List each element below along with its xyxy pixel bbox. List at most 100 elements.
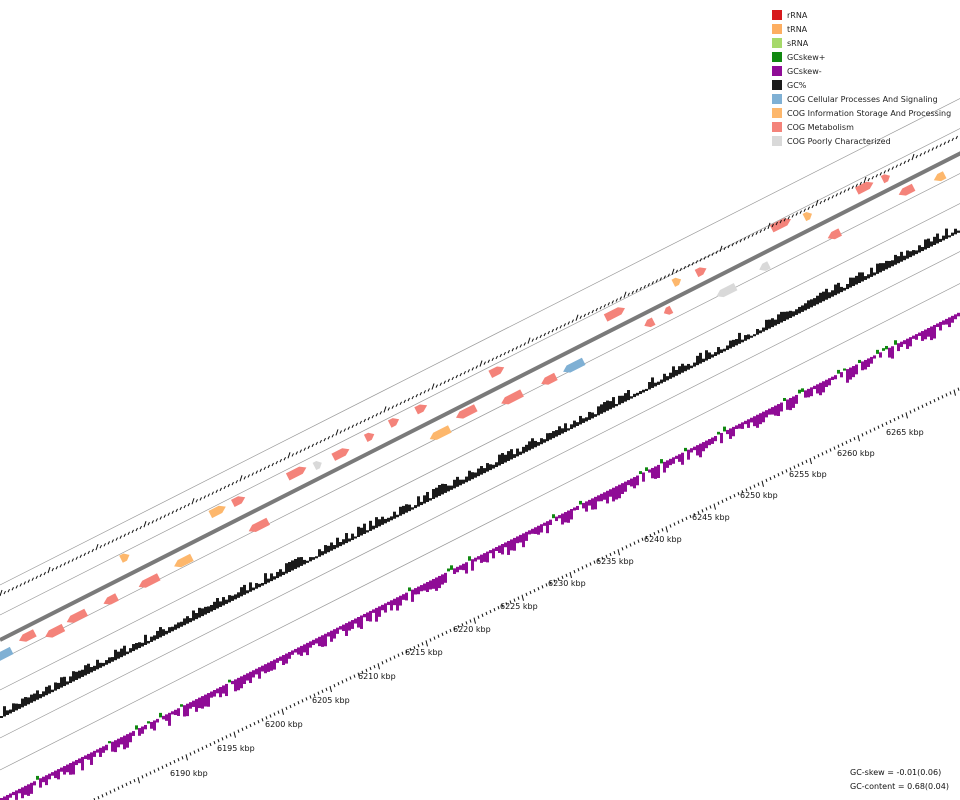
gc-skew-negative-bar (69, 763, 72, 775)
minor-tick (123, 533, 126, 537)
legend-item: sRNA (772, 36, 951, 50)
legend-item: COG Metabolism (772, 120, 951, 134)
gc-bar (39, 694, 42, 699)
minor-tick (701, 509, 704, 513)
gc-bar (696, 355, 699, 366)
minor-tick (467, 369, 470, 373)
gc-bar (714, 352, 717, 357)
minor-tick (515, 346, 518, 350)
minor-tick (27, 579, 30, 583)
gc-bar (381, 516, 384, 525)
gc-skew-negative-bar (834, 375, 837, 380)
gc-bar (456, 476, 459, 487)
minor-tick (229, 733, 232, 737)
minor-tick (295, 451, 298, 455)
minor-tick (523, 342, 526, 346)
minor-tick (7, 588, 10, 593)
track-ring (0, 203, 960, 691)
gc-bar (450, 485, 453, 490)
gc-bar (843, 287, 846, 291)
gc-bar (360, 527, 363, 536)
gc-skew-negative-bar (729, 428, 732, 439)
gc-bar (72, 671, 75, 682)
gc-skew-negative-bar (507, 540, 510, 555)
gc-skew-negative-bar (360, 615, 363, 629)
minor-tick (781, 471, 784, 475)
gc-skew-negative-bar (699, 443, 702, 458)
gc-bar (102, 662, 105, 667)
gc-skew-negative-bar (396, 597, 399, 611)
gc-skew-negative-bar (306, 642, 309, 656)
minor-tick (555, 327, 558, 331)
gc-bar (738, 332, 741, 344)
gene-features (0, 171, 947, 661)
minor-tick (245, 725, 248, 730)
minor-tick (803, 208, 806, 212)
major-tick (233, 731, 236, 738)
gc-bar (108, 657, 111, 664)
minor-tick (583, 313, 586, 318)
gc-skew-positive-bar (798, 389, 801, 394)
minor-tick (733, 493, 736, 498)
minor-tick (291, 453, 294, 457)
gc-bar (459, 479, 462, 486)
gc-bar (807, 300, 810, 309)
minor-tick (537, 587, 540, 591)
gc-skew-negative-bar (480, 554, 483, 563)
gc-bar (447, 485, 450, 492)
gc-bar (417, 496, 420, 507)
minor-tick (285, 706, 288, 711)
gc-bar (180, 621, 183, 627)
gc-skew-negative-bar (219, 686, 222, 698)
minor-tick (363, 418, 366, 423)
minor-tick (535, 336, 538, 341)
legend-item: GC% (772, 78, 951, 92)
gc-bar (471, 472, 474, 480)
minor-tick (553, 579, 556, 583)
minor-tick (631, 290, 634, 295)
gc-bar (639, 391, 642, 395)
gc-skew-negative-bar (489, 550, 492, 554)
gc-skew-negative-bar (84, 755, 87, 760)
gc-skew-negative-bar (210, 691, 213, 698)
gc-skew-negative-bar (648, 469, 651, 473)
gc-skew-negative-bar (825, 379, 828, 387)
gc-skew-track (0, 312, 960, 800)
minor-tick (865, 431, 868, 435)
gc-bar (753, 334, 756, 337)
gc-skew-positive-bar (135, 725, 138, 730)
gc-skew-negative-bar (594, 496, 597, 510)
minor-tick (877, 425, 880, 429)
gc-skew-negative-bar (693, 446, 696, 451)
kbp-label: 6195 kbp (217, 744, 255, 753)
stats-box: GC-skew = -0.01(0.06) GC-content = 0.68(… (850, 766, 949, 794)
gc-bar (150, 636, 153, 642)
minor-tick (199, 497, 202, 501)
gc-skew-negative-bar (513, 537, 516, 551)
gc-bar (918, 245, 921, 253)
minor-tick (659, 277, 662, 281)
minor-tick (649, 533, 652, 538)
legend-item: COG Poorly Characterized (772, 134, 951, 148)
minor-tick (59, 564, 62, 568)
gc-bar (489, 464, 492, 471)
minor-tick (129, 780, 132, 785)
minor-tick (603, 304, 606, 308)
track-ring (0, 128, 960, 616)
minor-tick (559, 325, 562, 329)
minor-tick (11, 587, 14, 591)
minor-tick (201, 746, 204, 750)
minor-tick (455, 374, 458, 379)
gc-skew-negative-bar (165, 714, 168, 721)
gc-bar (540, 438, 543, 445)
minor-tick (771, 223, 774, 228)
minor-tick (231, 481, 234, 486)
gc-bar (609, 401, 612, 410)
legend-label: tRNA (787, 24, 808, 34)
gc-skew-negative-bar (87, 753, 90, 760)
minor-tick (135, 527, 138, 532)
gc-skew-negative-bar (105, 744, 108, 751)
gc-bar (567, 428, 570, 431)
gc-skew-negative-bar (30, 782, 33, 794)
minor-tick (501, 604, 504, 608)
